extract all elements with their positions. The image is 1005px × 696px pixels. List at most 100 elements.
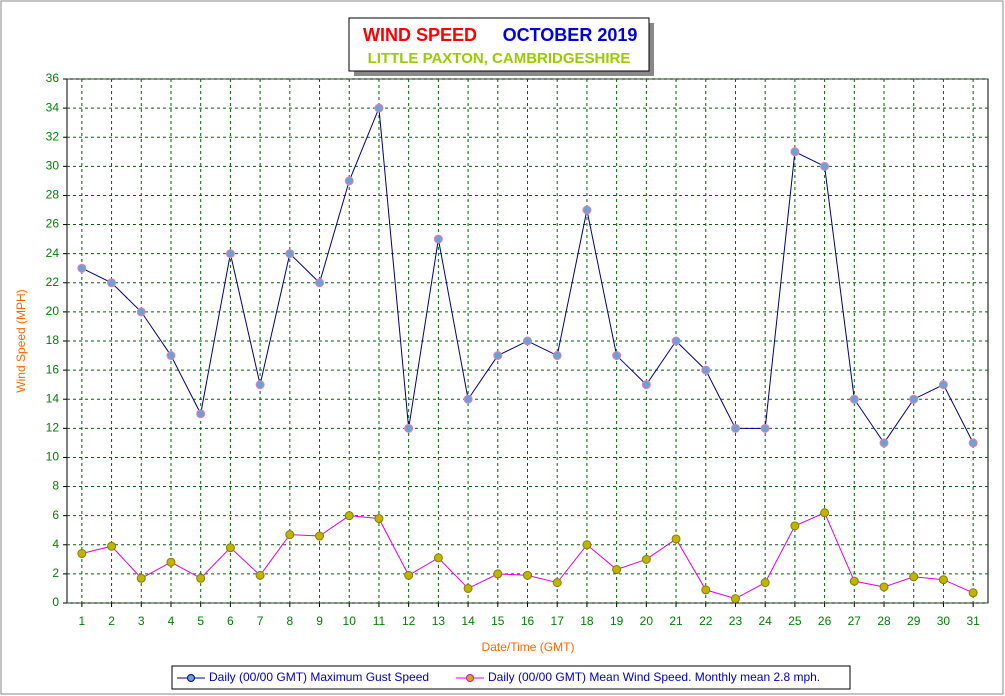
data-point bbox=[196, 409, 206, 419]
x-tick-label: 14 bbox=[461, 614, 475, 628]
y-tick-label: 10 bbox=[46, 450, 60, 464]
x-tick-label: 27 bbox=[848, 614, 862, 628]
data-point bbox=[107, 278, 117, 288]
data-point bbox=[225, 543, 235, 553]
data-point bbox=[582, 205, 592, 215]
x-tick-label: 12 bbox=[402, 614, 416, 628]
x-tick-label: 3 bbox=[138, 614, 145, 628]
data-point bbox=[879, 582, 889, 592]
data-point bbox=[493, 569, 503, 579]
x-tick-label: 4 bbox=[168, 614, 175, 628]
y-tick-label: 26 bbox=[46, 217, 60, 231]
data-point bbox=[166, 351, 176, 361]
data-point bbox=[909, 572, 919, 582]
data-point bbox=[285, 530, 295, 540]
x-tick-label: 19 bbox=[610, 614, 624, 628]
x-tick-label: 20 bbox=[640, 614, 654, 628]
data-point bbox=[582, 540, 592, 550]
data-point bbox=[166, 557, 176, 567]
x-tick-label: 10 bbox=[343, 614, 357, 628]
y-tick-label: 14 bbox=[46, 391, 60, 405]
data-point bbox=[552, 578, 562, 588]
data-point bbox=[196, 573, 206, 583]
data-point bbox=[849, 576, 859, 586]
data-point bbox=[344, 511, 354, 521]
data-point bbox=[760, 423, 770, 433]
x-tick-label: 31 bbox=[966, 614, 980, 628]
data-point bbox=[315, 531, 325, 541]
data-point bbox=[433, 234, 443, 244]
data-point bbox=[879, 438, 889, 448]
data-point bbox=[938, 380, 948, 390]
y-tick-label: 18 bbox=[46, 333, 60, 347]
data-point bbox=[641, 554, 651, 564]
legend-marker bbox=[187, 674, 195, 682]
data-point bbox=[463, 394, 473, 404]
data-point bbox=[612, 351, 622, 361]
y-tick-label: 36 bbox=[46, 71, 60, 85]
data-point bbox=[701, 365, 711, 375]
data-point bbox=[493, 351, 503, 361]
data-point bbox=[255, 380, 265, 390]
x-tick-label: 23 bbox=[729, 614, 743, 628]
y-tick-label: 22 bbox=[46, 275, 60, 289]
legend-box bbox=[171, 665, 851, 690]
data-point bbox=[820, 508, 830, 518]
data-point bbox=[701, 585, 711, 595]
x-tick-label: 5 bbox=[197, 614, 204, 628]
x-tick-label: 25 bbox=[788, 614, 802, 628]
x-tick-label: 8 bbox=[286, 614, 293, 628]
data-point bbox=[523, 336, 532, 346]
x-tick-label: 9 bbox=[316, 614, 323, 628]
x-tick-label: 6 bbox=[227, 614, 234, 628]
x-tick-label: 22 bbox=[699, 614, 713, 628]
data-point bbox=[136, 573, 146, 583]
data-point bbox=[671, 534, 681, 544]
data-point bbox=[968, 438, 978, 448]
x-tick-label: 7 bbox=[257, 614, 264, 628]
data-point bbox=[790, 147, 800, 157]
data-point bbox=[641, 380, 651, 390]
y-tick-label: 0 bbox=[52, 595, 59, 609]
legend-label: Daily (00/00 GMT) Maximum Gust Speed bbox=[209, 670, 429, 684]
y-tick-label: 16 bbox=[46, 362, 60, 376]
y-tick-label: 6 bbox=[52, 508, 59, 522]
legend-label: Daily (00/00 GMT) Mean Wind Speed. Month… bbox=[488, 670, 820, 684]
y-tick-label: 30 bbox=[46, 159, 60, 173]
data-point bbox=[374, 103, 384, 113]
legend-marker bbox=[466, 674, 474, 682]
data-point bbox=[730, 594, 740, 604]
x-axis-label: Date/Time (GMT) bbox=[482, 640, 575, 654]
data-point bbox=[404, 570, 414, 580]
data-point bbox=[968, 588, 978, 598]
title-box bbox=[348, 17, 650, 72]
data-point bbox=[77, 549, 87, 559]
y-tick-label: 8 bbox=[52, 479, 59, 493]
data-point bbox=[523, 570, 532, 580]
x-tick-label: 15 bbox=[491, 614, 505, 628]
y-tick-label: 20 bbox=[46, 304, 60, 318]
chart-period: OCTOBER 2019 bbox=[503, 25, 638, 45]
x-tick-label: 2 bbox=[108, 614, 115, 628]
y-tick-label: 12 bbox=[46, 421, 60, 435]
x-tick-label: 30 bbox=[937, 614, 951, 628]
data-point bbox=[404, 423, 414, 433]
x-tick-label: 24 bbox=[758, 614, 772, 628]
data-point bbox=[285, 249, 295, 259]
x-tick-label: 26 bbox=[818, 614, 832, 628]
data-point bbox=[612, 565, 622, 575]
x-tick-label: 13 bbox=[432, 614, 446, 628]
x-tick-label: 17 bbox=[551, 614, 565, 628]
data-point bbox=[463, 583, 473, 593]
data-point bbox=[225, 249, 235, 259]
y-tick-label: 24 bbox=[46, 246, 60, 260]
y-tick-label: 4 bbox=[52, 537, 59, 551]
y-tick-label: 28 bbox=[46, 188, 60, 202]
x-tick-label: 21 bbox=[669, 614, 683, 628]
data-point bbox=[849, 394, 859, 404]
data-point bbox=[790, 521, 800, 531]
x-tick-label: 16 bbox=[521, 614, 535, 628]
data-point bbox=[671, 336, 681, 346]
